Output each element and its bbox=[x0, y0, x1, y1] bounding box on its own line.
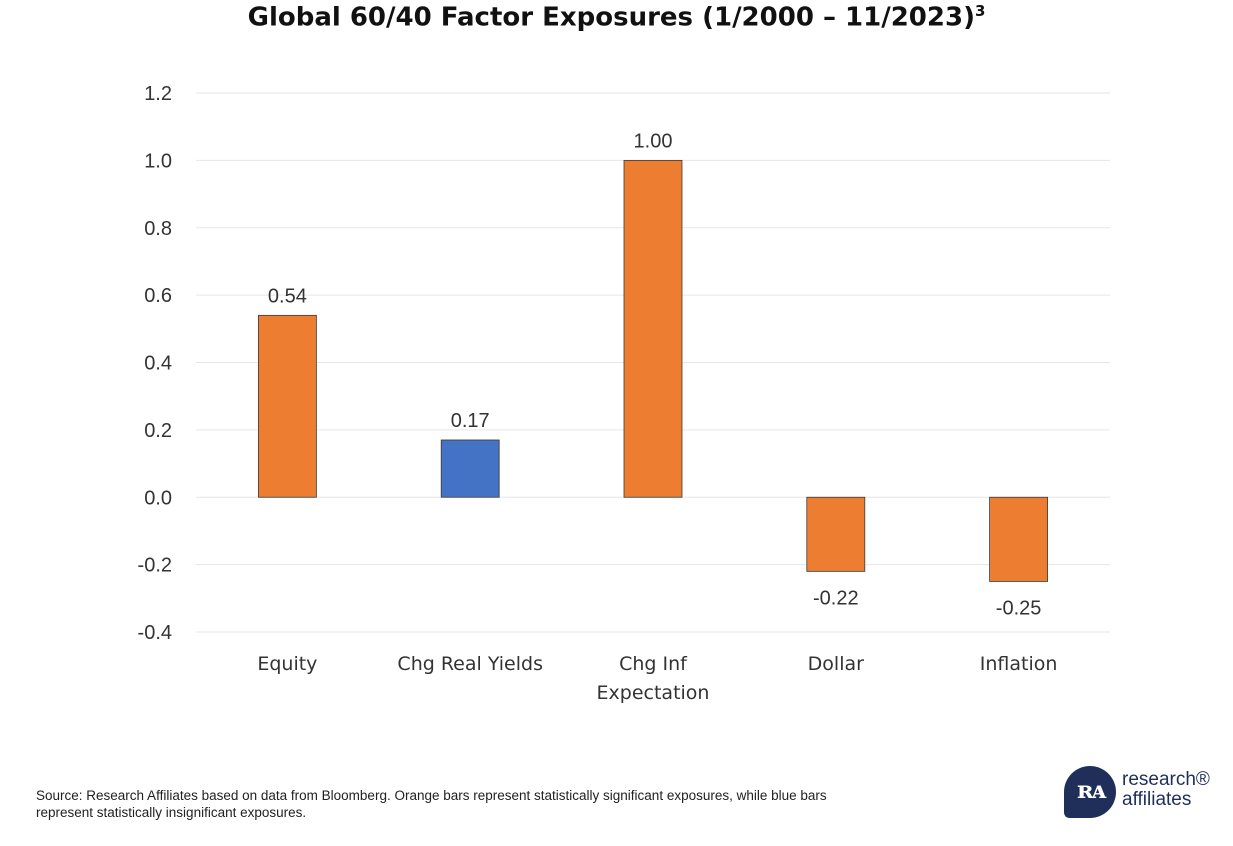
logo-line-2: affiliates bbox=[1122, 789, 1192, 810]
x-tick-label: Chg Real Yields bbox=[397, 653, 543, 675]
y-tick-label: 1.2 bbox=[144, 83, 172, 105]
y-tick-label: 0.8 bbox=[144, 218, 172, 240]
logo-line-1: research® bbox=[1122, 769, 1210, 790]
title-footnote-marker: 3 bbox=[974, 2, 986, 20]
x-tick-label: Dollar bbox=[808, 653, 864, 675]
y-tick-label: 0.2 bbox=[144, 420, 172, 442]
bar bbox=[623, 159, 683, 498]
y-tick-label: 0.6 bbox=[144, 285, 172, 307]
bar bbox=[806, 496, 866, 572]
data-label: -0.22 bbox=[813, 587, 859, 609]
data-label: 0.17 bbox=[451, 410, 490, 432]
bar bbox=[989, 496, 1048, 582]
chart-title: Global 60/40 Factor Exposures (1/2000 – … bbox=[0, 2, 1233, 33]
logo-mark-icon: ʀᴀ bbox=[1064, 766, 1116, 818]
y-tick-label: -0.2 bbox=[138, 555, 172, 577]
y-tick-label: 0.4 bbox=[144, 353, 172, 375]
x-tick-label: Chg Inf bbox=[619, 653, 688, 675]
research-affiliates-logo: ʀᴀ research® affiliates bbox=[1064, 766, 1224, 822]
source-note: Source: Research Affiliates based on dat… bbox=[36, 788, 827, 820]
data-label: 0.54 bbox=[268, 285, 307, 307]
x-tick-label: Inflation bbox=[980, 653, 1058, 675]
y-tick-label: 1.0 bbox=[144, 150, 172, 172]
x-tick-label: Equity bbox=[257, 653, 317, 675]
bar bbox=[440, 439, 500, 498]
logo-wordmark: research® affiliates bbox=[1122, 770, 1210, 810]
y-tick-label: -0.4 bbox=[138, 622, 172, 644]
bar bbox=[257, 314, 317, 498]
data-label: -0.25 bbox=[996, 597, 1042, 619]
logo-mark-glyph: ʀᴀ bbox=[1076, 775, 1106, 804]
data-label: 1.00 bbox=[634, 130, 673, 152]
y-tick-label: 0.0 bbox=[144, 487, 172, 509]
x-tick-label: Expectation bbox=[597, 682, 710, 704]
chart-title-text: Global 60/40 Factor Exposures (1/2000 – … bbox=[247, 2, 975, 33]
